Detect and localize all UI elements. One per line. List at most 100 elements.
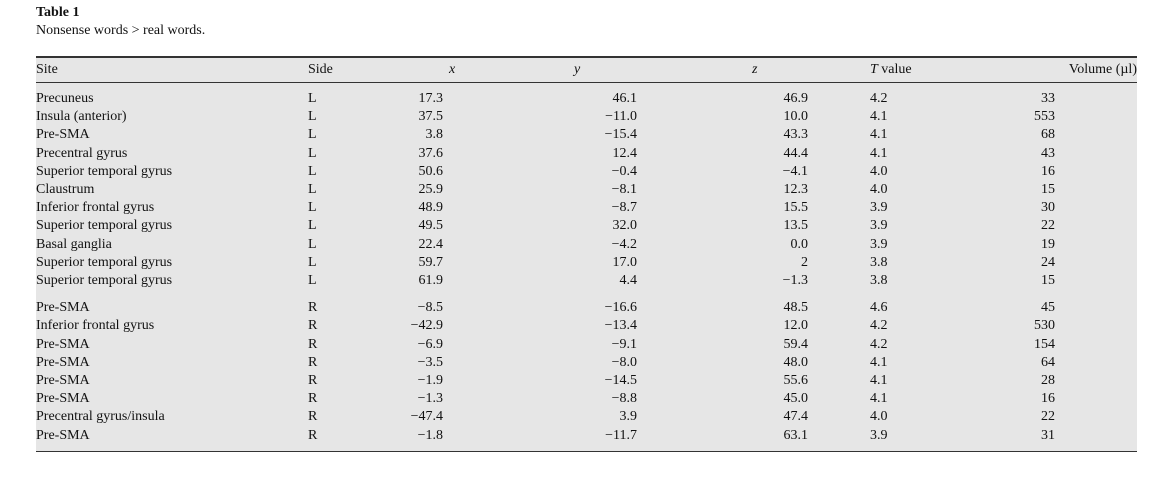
cell-y: −0.4: [611, 163, 637, 179]
cell-t-value: 4.1: [870, 391, 888, 407]
table-title: Table 1: [36, 5, 80, 20]
cell-site: Superior temporal gyrus: [36, 273, 173, 288]
cell-site: Pre-SMA: [36, 336, 90, 352]
cell-side: R: [308, 391, 318, 407]
table-row: Superior temporal gyrus L 61.9 4.4 −1.3 3.8 15: [36, 272, 1137, 290]
cell-side: L: [308, 163, 317, 179]
cell-z: 13.5: [783, 218, 809, 234]
cell-t-value: 4.1: [870, 109, 888, 125]
cell-site: Superior temporal gyrus: [36, 254, 173, 270]
header-volume: Volume (µl): [1068, 62, 1137, 77]
cell-z: 63.1: [783, 427, 809, 443]
table-caption: Nonsense words > real words.: [36, 23, 206, 38]
cell-x: −6.9: [417, 336, 443, 352]
data-table: Site Side x y z T value Volume (µl) Prec…: [36, 56, 1137, 452]
table-row: Pre-SMA R −1.3 −8.8 45.0 4.1 16: [36, 390, 1137, 408]
cell-x: 37.5: [418, 109, 444, 125]
cell-x: 50.6: [418, 163, 444, 179]
table-row: Pre-SMA R −8.5 −16.6 48.5 4.6 45: [36, 299, 1137, 317]
cell-volume: 22: [1041, 409, 1055, 425]
cell-side: L: [308, 273, 317, 288]
cell-z: 59.4: [783, 336, 809, 352]
cell-side: L: [308, 200, 317, 216]
table-row: Pre-SMA R −1.9 −14.5 55.6 4.1 28: [36, 372, 1137, 390]
cell-side: L: [308, 218, 317, 234]
cell-side: L: [308, 127, 317, 143]
table-row: Superior temporal gyrus L 50.6 −0.4 −4.1 4.0 1…: [36, 163, 1137, 181]
cell-volume: 154: [1034, 336, 1055, 352]
cell-z: 44.4: [783, 145, 809, 161]
cell-site: Inferior frontal gyrus: [36, 200, 155, 216]
cell-x: −8.5: [417, 300, 443, 316]
table-row: Inferior frontal gyrus R −42.9 −13.4 12.0 4.2…: [36, 317, 1137, 335]
cell-x: 59.7: [418, 254, 444, 270]
cell-y: −8.8: [611, 391, 637, 407]
cell-site: Pre-SMA: [36, 300, 90, 316]
cell-side: L: [308, 91, 317, 106]
cell-site: Pre-SMA: [36, 354, 90, 370]
cell-volume: 530: [1034, 318, 1055, 334]
cell-z: 15.5: [783, 200, 809, 216]
table-row: Pre-SMA L 3.8 −15.4 43.3 4.1 68: [36, 126, 1137, 144]
cell-y: 46.1: [612, 91, 638, 106]
cell-y: 3.9: [619, 409, 638, 425]
cell-y: 12.4: [612, 145, 638, 161]
cell-site: Precentral gyrus: [36, 145, 128, 161]
cell-side: R: [308, 318, 318, 334]
cell-side: R: [308, 373, 318, 388]
cell-x: 37.6: [418, 145, 444, 161]
cell-volume: 553: [1034, 109, 1055, 125]
table-row: Precentral gyrus/insula R −47.4 3.9 47.4 4.0 2…: [36, 408, 1137, 426]
header-x: x: [449, 62, 456, 77]
cell-site: Precentral gyrus/insula: [36, 409, 165, 425]
cell-y: −15.4: [604, 127, 637, 143]
cell-x: 3.8: [425, 127, 444, 143]
cell-t-value: 4.0: [870, 163, 888, 179]
cell-volume: 19: [1041, 236, 1055, 252]
cell-volume: 68: [1041, 127, 1055, 143]
cell-volume: 22: [1041, 218, 1055, 234]
cell-site: Pre-SMA: [36, 373, 90, 388]
cell-volume: 15: [1041, 273, 1055, 288]
cell-t-value: 4.2: [870, 318, 888, 334]
cell-x: −47.4: [410, 409, 443, 425]
cell-x: 17.3: [418, 91, 444, 106]
cell-volume: 43: [1041, 145, 1055, 161]
cell-x: 48.9: [418, 200, 444, 216]
cell-t-value: 4.0: [870, 409, 888, 425]
cell-x: 22.4: [418, 236, 444, 252]
cell-site: Inferior frontal gyrus: [36, 318, 155, 334]
cell-t-value: 3.9: [870, 200, 888, 216]
cell-x: 49.5: [418, 218, 444, 234]
table-row: Inferior frontal gyrus L 48.9 −8.7 15.5 3.9 30: [36, 199, 1137, 217]
table-row: Insula (anterior) L 37.5 −11.0 10.0 4.1 553: [36, 108, 1137, 126]
cell-x: −1.8: [417, 427, 443, 443]
cell-z: 46.9: [783, 91, 809, 106]
cell-z: 43.3: [783, 127, 809, 143]
header-site: Site: [36, 62, 58, 77]
cell-t-value: 3.9: [870, 236, 888, 252]
cell-z: 48.5: [783, 300, 809, 316]
cell-site: Pre-SMA: [36, 391, 90, 407]
cell-t-value: 4.1: [870, 373, 888, 388]
cell-volume: 64: [1041, 354, 1055, 370]
cell-y: 4.4: [619, 273, 638, 288]
cell-t-value: 3.9: [870, 218, 888, 234]
cell-y: −9.1: [611, 336, 637, 352]
cell-side: L: [308, 109, 317, 125]
cell-z: 12.0: [783, 318, 809, 334]
cell-side: L: [308, 254, 317, 270]
cell-x: 25.9: [418, 182, 444, 197]
cell-volume: 33: [1041, 91, 1055, 106]
cell-side: R: [308, 300, 318, 316]
cell-x: −3.5: [417, 354, 443, 370]
cell-y: −14.5: [604, 373, 637, 388]
header-z: z: [752, 62, 758, 77]
header-side: Side: [308, 62, 333, 77]
cell-volume: 28: [1041, 373, 1055, 388]
cell-z: 2: [801, 254, 808, 270]
cell-volume: 16: [1041, 391, 1055, 407]
cell-x: 61.9: [418, 273, 444, 288]
header-t-letter: T: [870, 62, 878, 77]
cell-t-value: 4.2: [870, 91, 888, 106]
